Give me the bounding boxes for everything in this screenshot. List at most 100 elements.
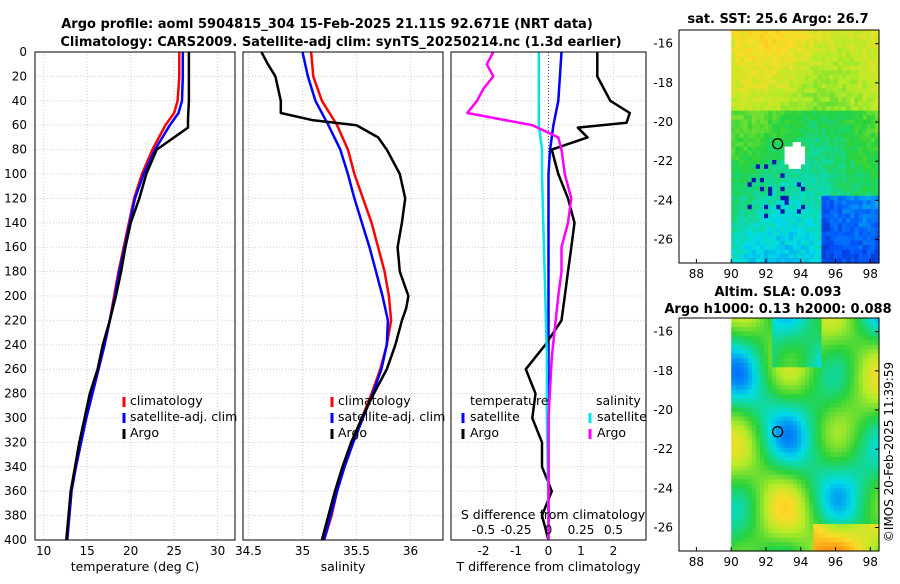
map-cell [813,200,818,206]
map-cell [854,394,860,400]
map-cell [747,209,753,215]
map-cell [759,421,765,427]
map-cell [764,506,769,512]
map-cell [768,385,773,391]
map-cell [862,416,868,422]
sst-map-argo-marker [771,138,784,150]
map-cell [743,65,749,71]
map-cell [854,56,860,62]
map-cell [846,327,851,333]
map-cell [858,515,864,521]
map-cell [850,249,855,255]
map-cell [743,389,749,395]
map-cell [747,470,753,476]
map-cell [755,155,761,161]
map-cell [854,106,860,112]
map-cell [796,254,802,260]
map-cell [833,510,839,516]
map-cell [805,30,810,36]
map-cell [788,497,794,503]
map-cell [747,92,753,98]
map-cell [874,362,880,368]
map-cell [874,43,880,49]
map-cell [805,249,810,255]
map-cell [768,254,773,260]
map-cell [751,322,757,328]
map-cell [854,177,860,183]
map-cell [846,106,851,112]
map-cell [792,101,798,107]
map-cell [809,394,814,400]
map-cell [747,542,753,548]
map-cell [796,524,802,530]
map-cell [862,421,868,427]
map-cell [874,52,880,58]
map-cell [776,177,781,183]
map-cell [788,240,794,246]
map-cell [743,195,749,201]
map-cell [821,385,827,391]
map-cell [858,43,864,49]
map-cell [817,546,823,552]
map-cell [796,151,802,157]
map-cell [833,61,839,67]
map-cell [788,501,794,507]
map-cell [837,227,843,233]
map-cell [874,65,880,71]
map-cell [862,501,868,507]
map-cell [846,191,851,197]
map-cell [846,128,851,134]
map-cell [759,213,765,219]
map-cell [792,254,798,260]
map-cell [817,470,823,476]
map-cell [743,56,749,62]
map-cell [846,79,851,85]
map-cell [792,173,798,179]
map-cell [854,524,860,530]
map-cell [821,142,827,148]
map-cell [755,249,761,255]
map-cell [792,119,798,125]
map-cell [817,133,823,139]
map-cell [833,52,839,58]
map-cell [801,506,806,512]
map-cell [768,191,773,197]
map-cell [817,537,823,543]
map-cell [858,79,864,85]
map-cell [743,515,749,521]
map-cell [780,506,786,512]
map-cell [825,204,831,210]
map-cell [743,39,749,45]
map-cell [866,106,872,112]
map-cell [833,524,839,530]
map-cell [735,344,740,350]
map-cell [743,456,749,462]
map-cell [829,88,835,94]
map-cell [866,101,872,107]
map-cell [739,371,745,377]
map-cell [735,128,740,134]
map-cell [755,159,761,165]
map-cell [837,456,843,462]
map-cell [809,506,814,512]
map-cell [817,92,823,98]
map-cell [858,74,864,80]
map-cell [772,92,777,98]
map-cell [821,443,827,449]
map-cell [813,101,818,107]
map-cell [792,524,798,530]
map-cell [850,124,855,130]
map-cell [862,74,868,80]
map-cell [751,119,757,125]
map-cell [735,43,740,49]
map-cell [862,474,868,480]
map-cell [866,506,872,512]
map-cell [846,318,851,324]
map-cell [874,506,880,512]
map-cell [833,195,839,201]
map-cell [809,501,814,507]
map-cell [846,195,851,201]
map-cell [846,519,851,525]
map-cell [735,249,740,255]
map-cell [846,331,851,337]
